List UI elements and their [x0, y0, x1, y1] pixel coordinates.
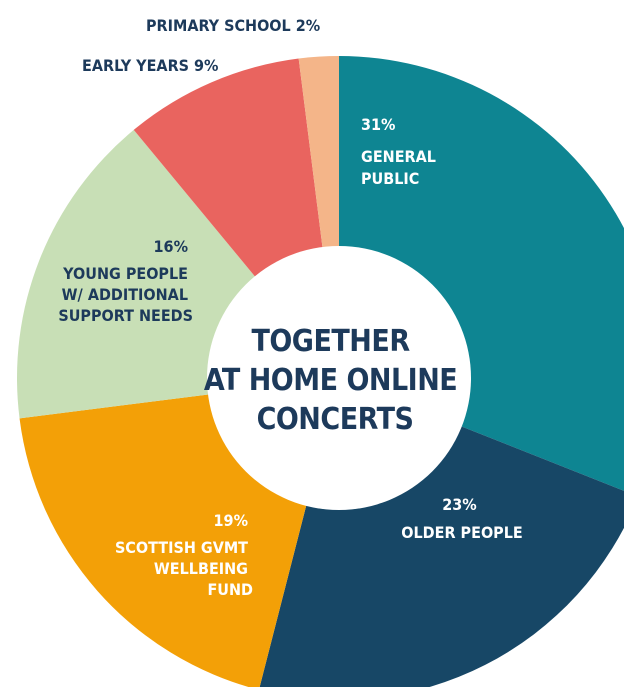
line: WELLBEING — [154, 559, 248, 578]
line: OLDER PEOPLE — [401, 523, 522, 542]
slice-label-general-public: 31% GENERAL PUBLIC — [361, 115, 441, 188]
line: YOUNG PEOPLE — [62, 264, 188, 283]
center-title: TOGETHER AT HOME ONLINE CONCERTS — [204, 324, 466, 437]
line: PUBLIC — [361, 169, 419, 188]
line: SUPPORT NEEDS — [58, 306, 193, 325]
line: GENERAL — [361, 147, 436, 166]
line: W/ ADDITIONAL — [62, 285, 188, 304]
pct: 19% — [214, 511, 248, 530]
slice-label-primary-school: PRIMARY SCHOOL 2% — [146, 16, 320, 35]
slice-label-early-years: EARLY YEARS 9% — [82, 56, 218, 75]
center-title-line-1: TOGETHER — [251, 324, 410, 359]
pct: 23% — [442, 495, 476, 514]
pct: 16% — [154, 237, 188, 256]
line: FUND — [207, 580, 253, 599]
donut-hole — [207, 246, 471, 510]
line: SCOTTISH GVMT — [115, 538, 248, 557]
slice-label-scottish-gvmt: 19% SCOTTISH GVMT WELLBEING FUND — [115, 511, 253, 599]
slice-label-young-people: 16% YOUNG PEOPLE W/ ADDITIONAL SUPPORT N… — [58, 237, 193, 325]
slice-label-older-people: 23% OLDER PEOPLE — [401, 495, 522, 542]
pct: 31% — [361, 115, 395, 134]
center-title-line-3: CONCERTS — [257, 402, 414, 437]
center-title-line-2: AT HOME ONLINE — [204, 363, 457, 398]
